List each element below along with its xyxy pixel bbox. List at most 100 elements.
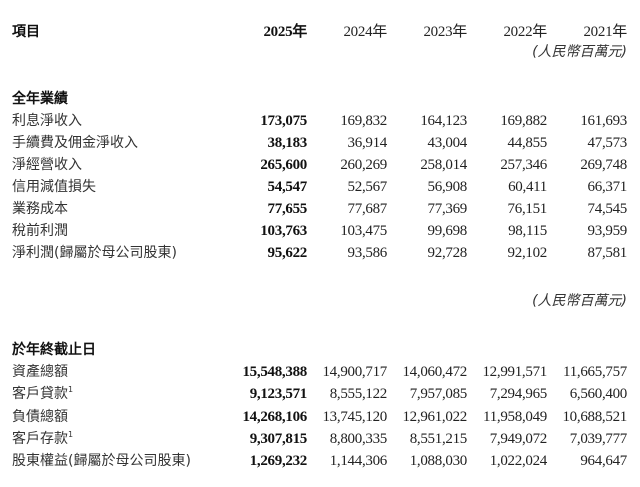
value-cell-2024: 103,475 [340, 223, 387, 239]
footnote-marker: 1 [68, 385, 74, 395]
value-cell-2023: 14,060,472 [402, 364, 467, 380]
value-cell-2022: 76,151 [507, 201, 548, 217]
value-cell-2024: 169,832 [340, 113, 387, 129]
value-cell-2021: 11,665,757 [563, 364, 627, 380]
value-cell-2025: 54,547 [267, 179, 308, 195]
row-label: 信用減值損失 [12, 176, 96, 198]
value-cell-2025: 9,123,571 [249, 386, 308, 403]
value-cell-2025: 173,075 [260, 113, 307, 129]
value-cell-2022: 257,346 [500, 157, 547, 173]
value-cell-2023: 92,728 [427, 245, 468, 261]
row-label-text: 股東權益(歸屬於母公司股東) [12, 453, 191, 470]
section-title-row: 全年業績 [0, 88, 640, 110]
row-label: 利息淨收入 [12, 110, 82, 132]
row-label-text: 手續費及佣金淨收入 [12, 135, 138, 151]
row-label-text: 利息淨收入 [12, 113, 82, 129]
row-label: 資產總額 [12, 361, 68, 383]
value-cell-2022: 44,855 [507, 135, 548, 151]
value-cell-2023: 258,014 [420, 157, 467, 173]
value-cell-2022: 7,949,072 [489, 430, 548, 447]
row-label: 業務成本 [12, 198, 68, 220]
section-title-annual-results: 全年業績 [12, 91, 68, 107]
value-cell-2021: 93,959 [587, 223, 628, 239]
row-label-text: 客戶貸款 [12, 386, 68, 403]
value-cell-2024: 260,269 [340, 157, 387, 173]
table-row: 稅前利潤 103,763 103,475 99,698 98,115 93,959 [0, 220, 640, 242]
value-cell-2024: 8,800,335 [329, 430, 388, 447]
row-label: 股東權益(歸屬於母公司股東) [12, 450, 191, 472]
value-cell-2023: 77,369 [427, 201, 468, 217]
row-label-text: 信用減值損失 [12, 179, 96, 195]
year-header-2021: 2021年 [583, 24, 627, 40]
section-title-row-2: 於年終截止日 [0, 339, 640, 361]
year-header-2024: 2024年 [343, 24, 387, 40]
value-cell-2021: 7,039,777 [569, 430, 628, 447]
value-cell-2023: 99,698 [427, 223, 468, 239]
table-row: 淨利潤(歸屬於母公司股東) 95,622 93,586 92,728 92,102 87,… [0, 242, 640, 264]
header-row: 項目 2025年 2024年 2023年 2022年 2021年 [0, 21, 640, 43]
value-cell-2022: 98,115 [508, 223, 547, 239]
value-cell-2024: 1,144,306 [329, 453, 388, 470]
row-label-text: 負債總額 [12, 408, 68, 425]
row-label-text: 淨經營收入 [12, 157, 82, 173]
value-cell-2021: 6,560,400 [569, 386, 628, 403]
value-cell-2022: 60,411 [508, 179, 547, 195]
row-label: 客戶存款1 [12, 428, 73, 450]
value-cell-2025: 15,548,388 [242, 364, 307, 380]
value-cell-2023: 164,123 [420, 113, 467, 129]
value-cell-2025: 9,307,815 [249, 430, 308, 447]
row-label-text: 稅前利潤 [12, 223, 68, 239]
row-label: 稅前利潤 [12, 220, 68, 242]
value-cell-2025: 14,268,106 [242, 408, 307, 425]
value-cell-2021: 964,647 [580, 453, 627, 470]
table-row: 股東權益(歸屬於母公司股東) 1,269,232 1,144,306 1,088,03… [0, 450, 640, 472]
unit-note: (人民幣百萬元) [532, 44, 627, 60]
row-label: 負債總額 [12, 406, 68, 428]
value-cell-2021: 47,573 [587, 135, 628, 151]
row-label: 淨利潤(歸屬於母公司股東) [12, 242, 177, 264]
value-cell-2022: 12,991,571 [482, 364, 547, 380]
value-cell-2024: 36,914 [347, 135, 388, 151]
unit-note-row-2: (人民幣百萬元) [0, 290, 640, 312]
value-cell-2024: 14,900,717 [322, 364, 387, 380]
table-row: 利息淨收入 173,075 169,832 164,123 169,882 161,693 [0, 110, 640, 132]
table-row: 客戶存款1 9,307,815 8,800,335 8,551,215 7,949,07… [0, 428, 640, 450]
unit-note-2: (人民幣百萬元) [532, 293, 627, 309]
value-cell-2023: 8,551,215 [409, 430, 468, 447]
value-cell-2025: 77,655 [267, 201, 308, 217]
footnote-marker: 1 [68, 429, 74, 439]
row-label-text: 資產總額 [12, 364, 68, 380]
value-cell-2021: 269,748 [580, 157, 627, 173]
value-cell-2024: 52,567 [347, 179, 388, 195]
section-title-year-end: 於年終截止日 [12, 342, 96, 358]
value-cell-2024: 93,586 [347, 245, 388, 261]
value-cell-2025: 1,269,232 [249, 453, 308, 470]
row-label-text: 業務成本 [12, 201, 68, 217]
value-cell-2022: 11,958,049 [483, 408, 547, 425]
value-cell-2024: 8,555,122 [329, 386, 388, 403]
table-row: 客戶貸款1 9,123,571 8,555,122 7,957,085 7,294,96… [0, 383, 640, 405]
row-label-text: 客戶存款 [12, 430, 68, 447]
value-cell-2021: 66,371 [587, 179, 628, 195]
value-cell-2025: 38,183 [267, 135, 308, 151]
item-column-header: 項目 [12, 24, 40, 40]
value-cell-2025: 95,622 [267, 245, 308, 261]
value-cell-2025: 103,763 [260, 223, 307, 239]
year-header-2025: 2025年 [263, 24, 307, 40]
value-cell-2021: 161,693 [580, 113, 627, 129]
table-row: 資產總額 15,548,388 14,900,717 14,060,472 12,991… [0, 361, 640, 383]
value-cell-2023: 56,908 [427, 179, 468, 195]
value-cell-2022: 1,022,024 [489, 453, 548, 470]
value-cell-2023: 43,004 [427, 135, 468, 151]
table-row: 信用減值損失 54,547 52,567 56,908 60,411 66,371 [0, 176, 640, 198]
year-header-2022: 2022年 [503, 24, 547, 40]
row-label-text: 淨利潤(歸屬於母公司股東) [12, 245, 177, 261]
table-row: 負債總額 14,268,106 13,745,120 12,961,022 11,958… [0, 406, 640, 428]
value-cell-2023: 12,961,022 [402, 408, 467, 425]
table-row: 業務成本 77,655 77,687 77,369 76,151 74,545 [0, 198, 640, 220]
value-cell-2022: 7,294,965 [489, 386, 548, 403]
unit-note-row: (人民幣百萬元) [0, 41, 640, 63]
year-header-2023: 2023年 [423, 24, 467, 40]
value-cell-2021: 74,545 [587, 201, 628, 217]
value-cell-2022: 92,102 [507, 245, 548, 261]
